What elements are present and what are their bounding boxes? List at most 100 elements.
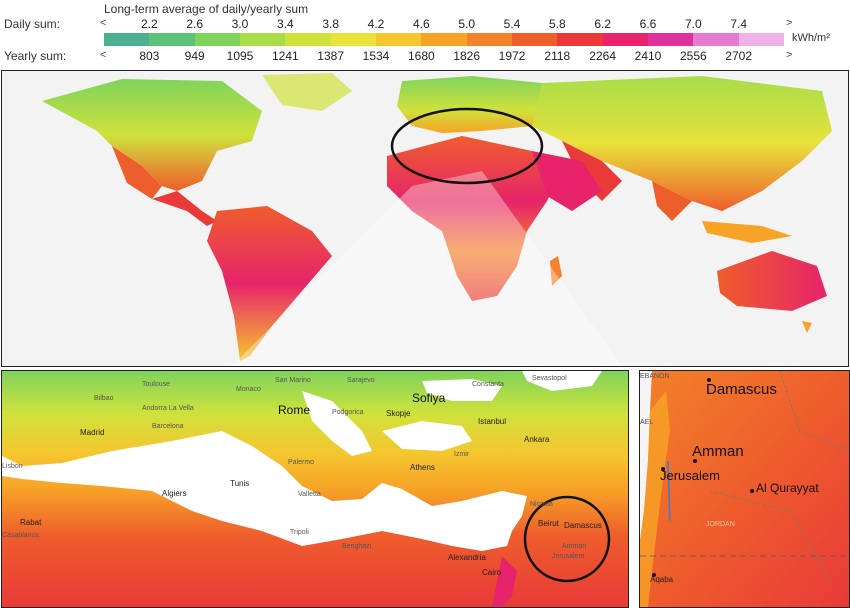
daily-tick-label: 2.2 — [140, 17, 158, 31]
yearly-tick-label: 803 — [139, 49, 160, 63]
dot-aqaba — [652, 573, 656, 577]
label-lebanon: EBANON — [640, 373, 670, 380]
yearly-tick-label: 2264 — [589, 49, 616, 63]
city-lisbon: Lisbon — [2, 463, 23, 470]
city-nicosia: Nicosia — [530, 501, 553, 508]
city-madrid: Madrid — [80, 428, 105, 437]
yearly-less-sign: < — [100, 49, 107, 61]
legend-color-swatch — [194, 33, 240, 46]
city-ankara: Ankara — [524, 435, 550, 444]
daily-tick-label: 5.8 — [548, 17, 566, 31]
yearly-more-sign: > — [786, 49, 793, 61]
daily-tick-label: 7.0 — [684, 17, 702, 31]
legend-title: Long-term average of daily/yearly sum — [104, 2, 309, 16]
city-san-marino: San Marino — [275, 377, 311, 384]
daily-tick-label: 7.4 — [730, 17, 747, 31]
city-palermo: Palermo — [288, 459, 315, 466]
daily-sum-label: Daily sum: — [4, 17, 61, 31]
city-barcelona: Barcelona — [152, 423, 184, 430]
legend-color-swatch — [511, 33, 558, 46]
city-tunis: Tunis — [230, 479, 250, 488]
daily-tick-label: 2.6 — [186, 17, 203, 31]
yearly-tick-label: 1534 — [362, 49, 390, 63]
city-rome: Rome — [278, 403, 311, 417]
legend-unit: kWh/m² — [792, 32, 830, 44]
city-athens: Athens — [410, 463, 435, 472]
yearly-tick-label: 1972 — [498, 49, 526, 63]
legend-color-swatch — [738, 33, 784, 46]
daily-tick-label: 5.4 — [503, 17, 521, 31]
legend-color-swatch — [104, 33, 150, 46]
highlight-ellipse — [390, 107, 544, 185]
city-sarajevo: Sarajevo — [347, 377, 375, 384]
legend-color-swatch — [149, 33, 195, 46]
city-sevastopol: Sevastopol — [532, 375, 567, 382]
yearly-tick-label: 1826 — [453, 49, 480, 63]
legend-color-swatch — [602, 33, 648, 46]
city-cairo: Cairo — [482, 568, 502, 577]
city-valletta: Valletta — [298, 491, 321, 498]
city-jerusalem: Jerusalem — [660, 468, 720, 483]
city-izmir: Izmir — [454, 451, 470, 458]
city-jerusalem-med: Jerusalem — [552, 553, 585, 560]
city-constanta: Constanta — [472, 381, 504, 388]
city-beirut: Beirut — [538, 519, 559, 528]
mediterranean-map-graphic — [2, 371, 628, 607]
daily-tick-label: 3.4 — [276, 17, 294, 31]
daily-tick-label: 5.0 — [458, 17, 475, 31]
city-algiers: Algiers — [162, 489, 187, 498]
world-map-graphic — [42, 73, 832, 366]
city-damascus: Damascus — [706, 381, 777, 398]
daily-tick-label: 6.6 — [639, 17, 657, 31]
legend-color-swatch — [330, 33, 376, 46]
city-benghazi: Benghazi — [342, 543, 372, 550]
dot-damascus — [707, 378, 711, 382]
mediterranean-map: Toulouse Monaco San Marino Sarajevo Cons… — [1, 370, 629, 608]
daily-more-sign: > — [786, 17, 793, 29]
dot-al-qurayyat — [750, 489, 754, 493]
legend-color-swatch — [375, 33, 422, 46]
city-andorra: Andorra La Vella — [142, 405, 194, 412]
yearly-tick-label: 1680 — [407, 49, 435, 63]
city-bilbao: Bilbao — [94, 395, 114, 402]
yearly-tick-label: 1241 — [271, 49, 299, 63]
yearly-sum-label: Yearly sum: — [4, 49, 67, 63]
legend-color-swatch — [421, 33, 467, 46]
yearly-tick-label: 2410 — [634, 49, 662, 63]
label-israel: AEL — [640, 419, 654, 426]
yearly-tick-label: 2556 — [679, 49, 707, 63]
highlight-circle — [523, 495, 611, 583]
daily-tick-label: 6.2 — [594, 17, 611, 31]
city-istanbul: Istanbul — [478, 417, 507, 426]
city-tripoli: Tripoli — [290, 529, 309, 536]
legend-color-swatch — [285, 33, 331, 46]
legend-color-swatch — [647, 33, 694, 46]
city-amman-med: Amman — [562, 543, 587, 550]
yearly-tick-label: 2702 — [725, 49, 752, 63]
levant-map: EBANON AEL Damascus Amman Jerusalem Al Q… — [639, 370, 850, 608]
yearly-tick-label: 1095 — [226, 49, 254, 63]
legend-color-bar — [104, 33, 784, 46]
yearly-tick-label: 1387 — [317, 49, 344, 63]
legend-color-swatch — [466, 33, 512, 46]
daily-tick-label: 3.0 — [231, 17, 249, 31]
dot-amman — [693, 459, 697, 463]
levant-map-graphic — [640, 371, 849, 607]
daily-tick-label: 3.8 — [322, 17, 339, 31]
label-jordan: JORDAN — [706, 521, 735, 528]
city-skopje: Skopje — [386, 409, 411, 418]
daily-less-sign: < — [100, 17, 107, 29]
world-map — [1, 70, 849, 367]
city-alexandria: Alexandria — [448, 553, 486, 562]
city-podgorica: Podgorica — [332, 409, 364, 416]
city-monaco: Monaco — [236, 386, 261, 393]
yearly-tick-label: 2118 — [544, 49, 571, 63]
city-toulouse: Toulouse — [142, 381, 171, 388]
legend-color-swatch — [239, 33, 286, 46]
city-casablanca: Casablanca — [2, 532, 39, 539]
legend-color-swatch — [557, 33, 603, 46]
city-rabat: Rabat — [20, 518, 42, 527]
city-damascus-med: Damascus — [564, 521, 602, 530]
daily-tick-label: 4.2 — [367, 17, 385, 31]
yearly-tick-label: 949 — [184, 49, 205, 63]
